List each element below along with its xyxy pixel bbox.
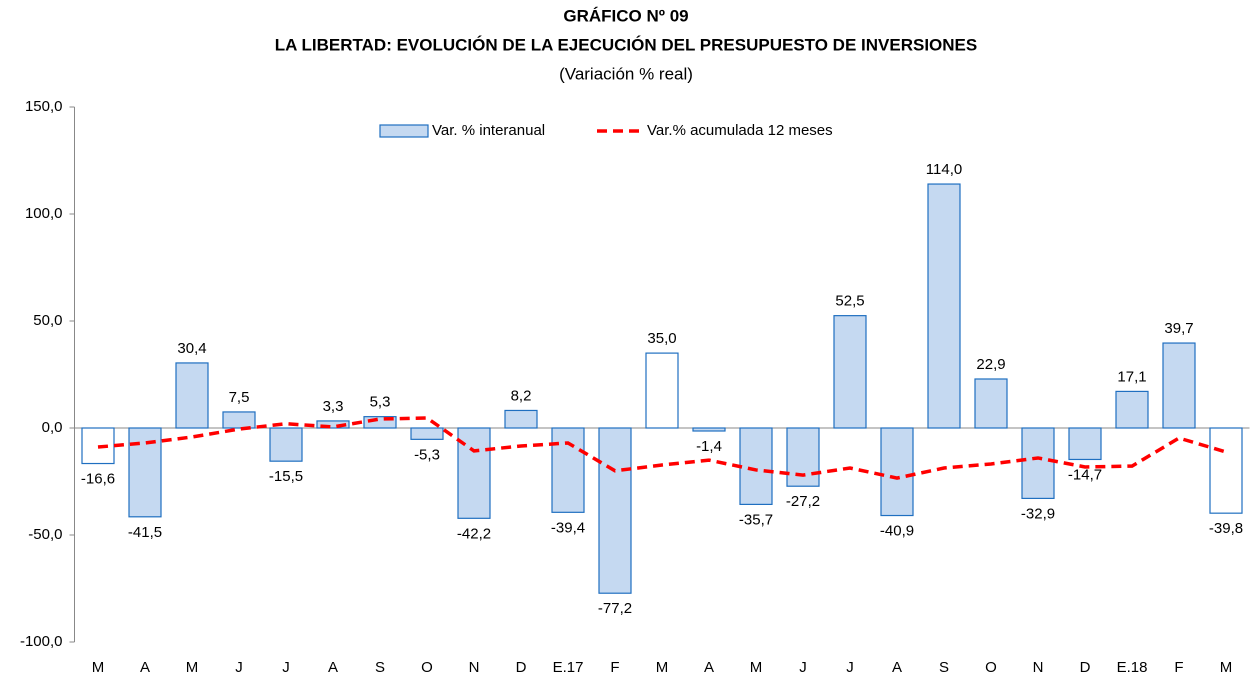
data-label: -39,4 [551,519,585,536]
data-label: -1,4 [696,438,722,455]
bar [927,183,961,429]
chart-subtitle: LA LIBERTAD: EVOLUCIÓN DE LA EJECUCIÓN D… [275,35,977,54]
data-label: -16,6 [81,470,115,487]
chart-note: (Variación % real) [559,64,693,83]
data-label: -15,5 [269,468,303,485]
bar [739,427,773,505]
bar [1068,427,1102,461]
data-label: -41,5 [128,524,162,541]
x-tick-label: O [985,659,997,676]
data-label: -32,9 [1021,505,1055,522]
x-tick-label: A [892,659,902,676]
bar [410,427,444,440]
bar [880,427,914,517]
x-tick-label: F [610,659,619,676]
bar [786,427,820,487]
chart-title: GRÁFICO Nº 09 [563,6,688,25]
bar [1115,390,1149,429]
bar [1209,427,1243,514]
x-tick-label: A [328,659,338,676]
data-label: 35,0 [647,330,676,347]
data-label: 5,3 [370,394,391,411]
bar [175,362,209,429]
y-tick-label: 50,0 [33,312,62,329]
bar [598,427,632,594]
y-tick-label: 0,0 [42,419,63,436]
bar [974,378,1008,429]
bar [692,427,726,432]
x-tick-label: M [750,659,763,676]
data-label: -42,2 [457,525,491,542]
x-tick-label: S [375,659,385,676]
x-tick-label: A [704,659,714,676]
x-tick-label: M [92,659,105,676]
data-label: -27,2 [786,493,820,510]
data-label: -14,7 [1068,466,1102,483]
data-label: 52,5 [835,293,864,310]
data-label: -40,9 [880,522,914,539]
x-tick-label: D [516,659,527,676]
data-label: -5,3 [414,446,440,463]
x-tick-label: S [939,659,949,676]
bar [645,352,679,429]
x-tick-label: J [235,659,243,676]
bar [128,427,162,518]
bar [504,409,538,429]
data-label: -35,7 [739,511,773,528]
legend-swatch [379,124,429,138]
data-label: 39,7 [1164,320,1193,337]
data-label: 7,5 [229,389,250,406]
bar [316,420,350,429]
x-tick-label: N [1033,659,1044,676]
line [97,416,1227,480]
x-tick-label: M [656,659,669,676]
data-label: -39,8 [1209,520,1243,537]
x-tick-label: M [186,659,199,676]
x-tick-label: E.18 [1117,659,1148,676]
legend-label: Var. % interanual [432,122,545,139]
x-tick-label: M [1220,659,1233,676]
bar [1021,427,1055,500]
data-label: 22,9 [976,356,1005,373]
x-tick-label: J [846,659,854,676]
data-label: 30,4 [177,340,206,357]
bar [833,315,867,429]
y-tick-label: 100,0 [25,205,63,222]
bar [551,427,585,513]
y-tick-label: 150,0 [25,98,63,115]
x-tick-label: J [282,659,290,676]
data-label: -77,2 [598,600,632,617]
y-tick-label: -100,0 [20,633,63,650]
data-label: 3,3 [323,398,344,415]
bar [269,427,303,462]
legend-label: Var.% acumulada 12 meses [647,122,833,139]
x-tick-label: N [469,659,480,676]
y-tick-label: -50,0 [28,526,62,543]
data-label: 17,1 [1117,368,1146,385]
x-tick-label: D [1080,659,1091,676]
bar [363,416,397,429]
x-tick-label: O [421,659,433,676]
bar [1162,342,1196,429]
x-tick-label: F [1174,659,1183,676]
x-tick-label: E.17 [553,659,584,676]
data-label: 114,0 [926,161,962,178]
x-tick-label: J [799,659,807,676]
data-label: 8,2 [511,387,532,404]
bar [222,411,256,429]
x-tick-label: A [140,659,150,676]
